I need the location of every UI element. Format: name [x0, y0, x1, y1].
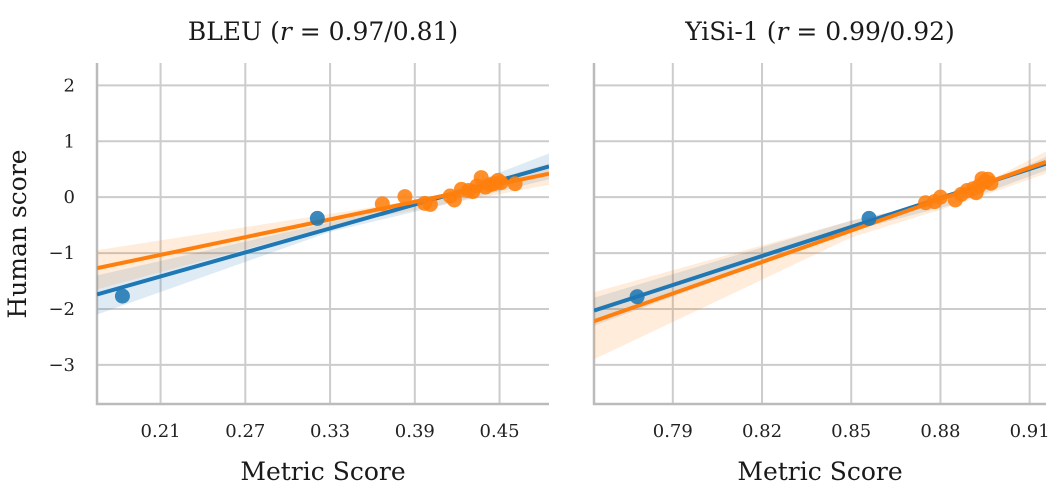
bleu-data-point-a [309, 210, 325, 226]
bleu-y-tick-label: 2 [64, 75, 75, 96]
yisi-x-tick-label: 0.82 [742, 421, 782, 442]
panel-yisi-title-value: = 0.99/0.92 [796, 17, 945, 46]
bleu-data-point-b [493, 175, 509, 191]
panel-yisi-title: YiSi-1 (r = 0.99/0.92) [684, 17, 955, 46]
panel-yisi-title-r: r [776, 17, 790, 46]
bleu-x-tick-label: 0.39 [395, 421, 435, 442]
panel-bleu: BLEU (r = 0.97/0.81) 0.21 0.27 0.33 0.39 0.4… [48, 17, 549, 486]
panel-bleu-plot: 0.21 0.27 0.33 0.39 0.45 2 1 0 −1 −2 −3 [48, 63, 549, 442]
bleu-data-point-a [114, 288, 130, 304]
bleu-x-tick-label: 0.45 [480, 421, 520, 442]
bleu-confidence-band-b [97, 163, 549, 290]
y-axis-label: Human score [3, 149, 32, 318]
panel-yisi: YiSi-1 (r = 0.99/0.92) 0.79 0.82 0.85 0.88 0… [592, 17, 1050, 486]
bleu-data-point-b [422, 196, 438, 212]
yisi-data-point-b [968, 185, 984, 201]
panel-bleu-title-value: = 0.97/0.81 [300, 17, 449, 46]
bleu-data-point-b [374, 196, 390, 212]
yisi-plot-area [594, 151, 1046, 360]
panel-bleu-title-r: r [280, 17, 294, 46]
bleu-plot-area [97, 153, 549, 315]
bleu-y-tick-label: −1 [48, 243, 75, 264]
bleu-y-tick-label: −3 [48, 355, 75, 376]
panel-yisi-x-axis-label: Metric Score [737, 457, 902, 486]
yisi-x-tick-label: 0.88 [920, 421, 960, 442]
bleu-y-tick-label: −2 [48, 299, 75, 320]
bleu-confidence-band-a [97, 153, 549, 315]
bleu-y-tick-label: 0 [64, 187, 75, 208]
bleu-data-point-b [397, 189, 413, 205]
bleu-data-point-b [446, 192, 462, 208]
bleu-y-tick-label: 1 [64, 131, 75, 152]
yisi-x-tick-label: 0.85 [831, 421, 871, 442]
yisi-data-point-a [629, 289, 645, 305]
bleu-x-tick-label: 0.27 [225, 421, 265, 442]
bleu-x-tick-label: 0.33 [310, 421, 350, 442]
panel-bleu-title-metric: BLEU [188, 17, 262, 46]
bleu-data-point-b [507, 176, 523, 192]
yisi-data-point-b [983, 175, 999, 191]
panel-bleu-x-axis-label: Metric Score [240, 457, 405, 486]
yisi-data-point-a [861, 210, 877, 226]
panel-bleu-title: BLEU (r = 0.97/0.81) [188, 17, 458, 46]
panel-yisi-plot: 0.79 0.82 0.85 0.88 0.91 [592, 63, 1050, 442]
yisi-data-point-b [932, 189, 948, 205]
yisi-x-tick-label: 0.79 [653, 421, 693, 442]
panel-yisi-title-metric: YiSi-1 [684, 17, 759, 46]
yisi-x-tick-label: 0.91 [1010, 421, 1050, 442]
bleu-x-tick-label: 0.21 [141, 421, 181, 442]
